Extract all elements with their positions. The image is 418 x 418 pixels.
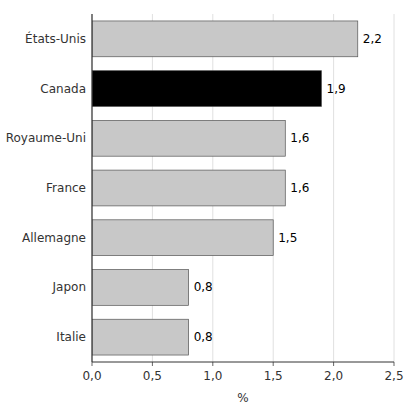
x-axis-line xyxy=(92,362,394,363)
category-label: Canada xyxy=(40,82,86,96)
bar xyxy=(92,270,189,306)
chart-svg: 0,0 0,5 1,0 1,5 2,0 2,5 0,8 0,8 1,5 1,6 1,6 1,9 2,2 I… xyxy=(0,0,418,418)
bar xyxy=(92,220,273,256)
category-label: Japon xyxy=(52,280,86,294)
tick-label: 1,5 xyxy=(264,369,283,383)
bars xyxy=(92,21,358,355)
y-axis-line xyxy=(91,14,92,362)
bar xyxy=(92,319,189,355)
bar xyxy=(92,120,285,156)
tick-label: 0,5 xyxy=(143,369,162,383)
tick-label: 2,5 xyxy=(384,369,403,383)
category-label: Royaume-Uni xyxy=(6,131,86,145)
tick-label: 1,0 xyxy=(203,369,222,383)
data-label: 2,2 xyxy=(363,32,382,46)
bar xyxy=(92,71,322,107)
grid-line xyxy=(333,14,334,362)
bar xyxy=(92,21,358,57)
data-label: 1,5 xyxy=(278,231,297,245)
category-label: Italie xyxy=(56,330,86,344)
tick-mark xyxy=(212,362,213,366)
data-label: 0,8 xyxy=(194,280,213,294)
data-label: 0,8 xyxy=(194,330,213,344)
grid xyxy=(92,14,394,362)
tick-mark xyxy=(92,362,93,366)
chart-container: 0,0 0,5 1,0 1,5 2,0 2,5 0,8 0,8 1,5 1,6 1,6 1,9 2,2 I… xyxy=(0,0,418,418)
category-label: États-Unis xyxy=(25,31,86,46)
grid-line xyxy=(394,14,395,362)
tick-mark xyxy=(394,362,395,366)
data-label: 1,9 xyxy=(327,82,346,96)
tick-label: 2,0 xyxy=(324,369,343,383)
tick-mark xyxy=(273,362,274,366)
category-label: France xyxy=(46,181,86,195)
data-label: 1,6 xyxy=(290,131,309,145)
x-axis-label: % xyxy=(237,391,248,405)
bar xyxy=(92,170,285,206)
grid-line xyxy=(92,14,93,362)
data-label: 1,6 xyxy=(290,181,309,195)
category-label: Allemagne xyxy=(22,231,86,245)
tick-label: 0,0 xyxy=(82,369,101,383)
tick-mark xyxy=(333,362,334,366)
tick-mark xyxy=(152,362,153,366)
